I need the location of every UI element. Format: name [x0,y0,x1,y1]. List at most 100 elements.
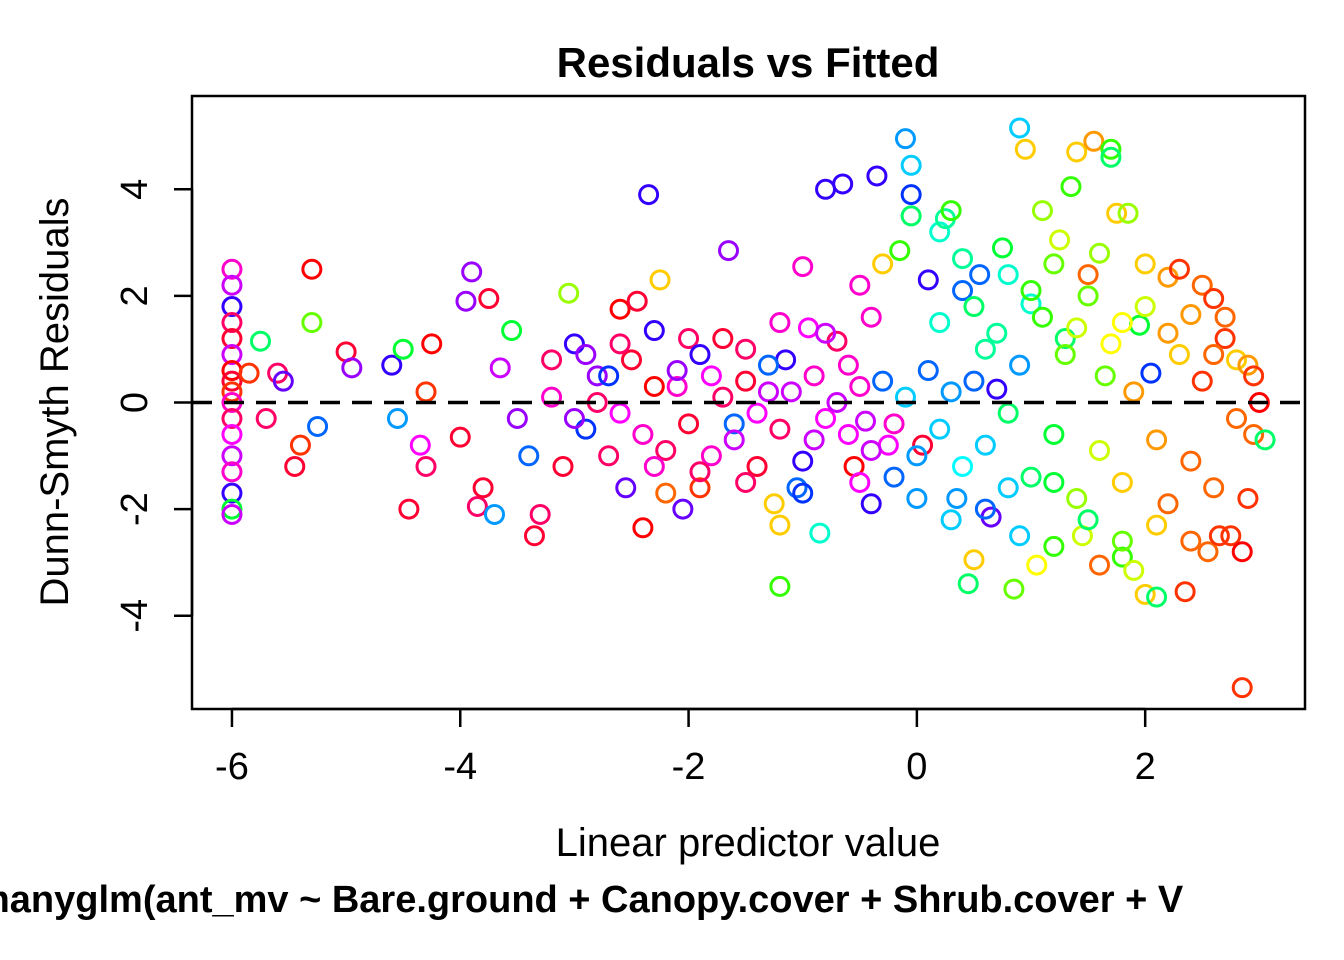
data-point [769,418,791,440]
data-point [723,413,745,435]
data-point [1214,328,1236,350]
data-point [632,423,654,445]
data-point [518,445,540,467]
data-point [689,461,711,483]
data-point [792,482,814,504]
data-point [860,439,882,461]
data-point [558,282,580,304]
data-point [221,482,243,504]
data-point [1203,344,1225,366]
data-point [289,434,311,456]
data-point [666,360,688,382]
data-point [466,495,488,517]
data-point [1180,304,1202,326]
y-tick-label: -2 [114,492,156,526]
data-point [501,320,523,342]
data-point [301,258,323,280]
data-point [541,386,563,408]
data-point [1191,370,1213,392]
data-point [792,450,814,472]
data-point [1100,333,1122,355]
data-point [409,434,431,456]
data-point [484,503,506,525]
data-point [855,410,877,432]
data-point [1043,471,1065,493]
data-point [1043,535,1065,557]
data-point [1014,138,1036,160]
data-point [746,455,768,477]
data-point [523,525,545,547]
data-point [1020,280,1042,302]
data-point [712,328,734,350]
data-point [221,370,243,392]
data-point [563,333,585,355]
data-point [455,290,477,312]
data-point [900,184,922,206]
data-point [1174,581,1196,603]
data-point [952,280,974,302]
data-point [803,429,825,451]
data-point [1140,362,1162,384]
data-point [649,269,671,291]
data-point [1123,559,1145,581]
data-point [1191,274,1213,296]
data-point [1134,583,1156,605]
data-point [832,173,854,195]
data-point [883,466,905,488]
data-point [1231,677,1253,699]
data-point [1180,450,1202,472]
data-point [478,288,500,310]
data-point [700,445,722,467]
data-point [917,269,939,291]
data-point [991,237,1013,259]
y-tick-label: 2 [114,285,156,306]
data-point [563,407,585,429]
data-point [301,312,323,334]
data-point [398,498,420,520]
data-point [221,274,243,296]
data-point [1066,317,1088,339]
data-point [341,357,363,379]
data-point [415,455,437,477]
data-point [974,434,996,456]
x-axis-label: Linear predictor value [556,821,941,865]
data-point [952,455,974,477]
data-point [1111,312,1133,334]
data-point [1208,525,1230,547]
data-point [889,240,911,262]
data-point [1254,429,1276,451]
x-tick-label: -4 [443,746,477,788]
data-point [837,423,859,445]
y-axis: -4 -2 0 2 4 [114,179,194,633]
data-point [952,248,974,270]
data-point [1203,288,1225,310]
data-point [1077,509,1099,531]
data-point [906,445,928,467]
data-point [609,333,631,355]
data-point [666,376,688,398]
data-point [620,349,642,371]
data-point [963,296,985,318]
data-point [917,360,939,382]
data-point [1043,253,1065,275]
data-point [963,549,985,571]
data-point [1020,293,1042,315]
data-point [997,477,1019,499]
data-point [940,509,962,531]
data-point [957,573,979,595]
data-point [1243,423,1265,445]
data-point [598,445,620,467]
data-point [1066,141,1088,163]
data-point [1020,466,1042,488]
data-point [1157,322,1179,344]
data-point [894,386,916,408]
data-point [529,503,551,525]
x-tick-label: -2 [672,746,706,788]
data-point [1106,202,1128,224]
data-point [872,253,894,275]
data-point [769,575,791,597]
data-point [849,376,871,398]
data-point [1111,530,1133,552]
data-point [963,370,985,392]
